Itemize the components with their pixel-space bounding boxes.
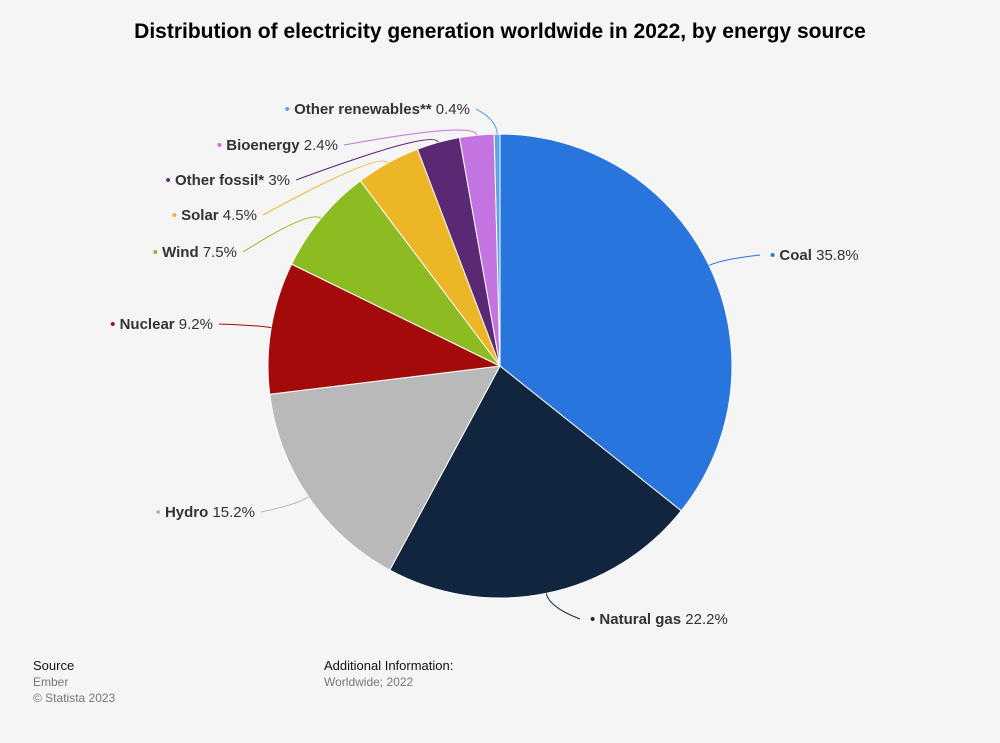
slice-name-other-fossil: Other fossil*	[175, 172, 268, 189]
slice-label-bioenergy: • Bioenergy 2.4%	[217, 137, 338, 154]
slice-label-wind: • Wind 7.5%	[153, 244, 237, 261]
slice-value-wind: 7.5%	[203, 244, 237, 261]
source-block: Source Ember © Statista 2023	[33, 658, 115, 705]
slice-name-nuclear: Nuclear	[120, 316, 179, 333]
connector-hydro	[260, 496, 309, 513]
slice-name-natural-gas: Natural gas	[599, 611, 685, 628]
slice-bullet-coal: •	[770, 247, 779, 264]
slice-label-natural-gas: • Natural gas 22.2%	[590, 611, 728, 628]
slice-label-other-fossil: • Other fossil* 3%	[166, 172, 290, 189]
slice-bullet-nuclear: •	[110, 316, 119, 333]
pie-slice-coal[interactable]	[499, 133, 733, 512]
connector-bioenergy	[343, 129, 478, 146]
additional-info-text: Worldwide; 2022	[324, 675, 414, 689]
chart-title: Distribution of electricity generation w…	[134, 20, 866, 43]
label-connectors	[218, 108, 761, 620]
pie-slice-nuclear[interactable]	[267, 263, 502, 395]
slice-label-coal: • Coal 35.8%	[770, 247, 859, 264]
slice-value-hydro: 15.2%	[212, 504, 255, 521]
slice-name-other-renewables: Other renewables**	[294, 101, 436, 118]
slice-bullet-hydro: •	[156, 504, 165, 521]
slice-bullet-bioenergy: •	[217, 137, 226, 154]
pie-slice-wind[interactable]	[290, 180, 501, 367]
slice-name-coal: Coal	[779, 247, 816, 264]
slice-label-hydro: • Hydro 15.2%	[156, 504, 255, 521]
slice-value-natural-gas: 22.2%	[685, 611, 728, 628]
connector-other-renewables	[475, 108, 498, 135]
slice-value-coal: 35.8%	[816, 247, 859, 264]
connector-coal	[708, 254, 761, 266]
connector-wind	[242, 216, 322, 253]
slice-value-solar: 4.5%	[223, 207, 257, 224]
slice-value-nuclear: 9.2%	[179, 316, 213, 333]
slice-label-nuclear: • Nuclear 9.2%	[110, 316, 213, 333]
slice-value-other-fossil: 3%	[268, 172, 290, 189]
slice-labels: • Coal 35.8%• Natural gas 22.2%• Hydro 1…	[110, 101, 858, 628]
slice-name-bioenergy: Bioenergy	[226, 137, 304, 154]
source-heading: Source	[33, 658, 75, 673]
pie-slices	[267, 133, 733, 599]
slice-bullet-other-renewables: •	[285, 101, 294, 118]
slice-label-solar: • Solar 4.5%	[172, 207, 257, 224]
slice-bullet-other-fossil: •	[166, 172, 175, 189]
source-name[interactable]: Ember	[33, 675, 69, 689]
additional-info-heading: Additional Information:	[324, 658, 454, 673]
connector-solar	[262, 160, 389, 216]
connector-nuclear	[218, 323, 272, 329]
slice-bullet-solar: •	[172, 207, 181, 224]
slice-bullet-natural-gas: •	[590, 611, 599, 628]
copyright: © Statista 2023	[33, 691, 116, 705]
connector-natural-gas	[545, 593, 581, 620]
slice-bullet-wind: •	[153, 244, 162, 261]
pie-slice-natural-gas[interactable]	[389, 365, 682, 599]
slice-name-solar: Solar	[181, 207, 223, 224]
additional-info-block: Additional Information: Worldwide; 2022	[324, 658, 453, 689]
connector-other-fossil	[295, 139, 439, 181]
slice-value-other-renewables: 0.4%	[436, 101, 470, 118]
slice-value-bioenergy: 2.4%	[304, 137, 338, 154]
slice-name-hydro: Hydro	[165, 504, 213, 521]
slice-label-other-renewables: • Other renewables** 0.4%	[285, 101, 470, 118]
slice-name-wind: Wind	[162, 244, 203, 261]
